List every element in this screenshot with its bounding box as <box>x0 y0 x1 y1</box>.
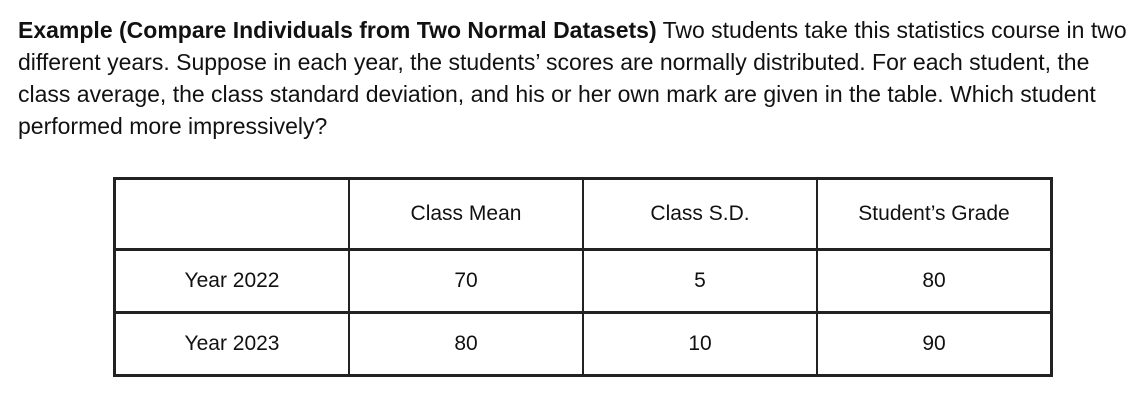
cell-class-mean: 80 <box>348 311 584 377</box>
cell-class-sd: 5 <box>582 248 818 314</box>
data-table-container: Class Mean Class S.D. Student’s Grade Ye… <box>113 177 1053 377</box>
header-cell-student-grade: Student’s Grade <box>816 177 1053 251</box>
cell-class-sd: 10 <box>582 311 818 377</box>
header-cell-class-mean: Class Mean <box>348 177 584 251</box>
data-table: Class Mean Class S.D. Student’s Grade Ye… <box>113 177 1053 377</box>
table-row: Year 2022 70 5 80 <box>113 248 1053 314</box>
row-label: Year 2023 <box>113 311 350 377</box>
example-title: Example (Compare Individuals from Two No… <box>18 17 657 43</box>
row-label: Year 2022 <box>113 248 350 314</box>
table-row: Year 2023 80 10 90 <box>113 311 1053 377</box>
cell-student-grade: 90 <box>816 311 1053 377</box>
header-cell-class-sd: Class S.D. <box>582 177 818 251</box>
cell-student-grade: 80 <box>816 248 1053 314</box>
example-paragraph: Example (Compare Individuals from Two No… <box>18 14 1128 142</box>
cell-class-mean: 70 <box>348 248 584 314</box>
example-text: Two students take this statistics course… <box>18 17 1127 139</box>
table-header-row: Class Mean Class S.D. Student’s Grade <box>113 177 1053 251</box>
header-cell-blank <box>113 177 350 251</box>
